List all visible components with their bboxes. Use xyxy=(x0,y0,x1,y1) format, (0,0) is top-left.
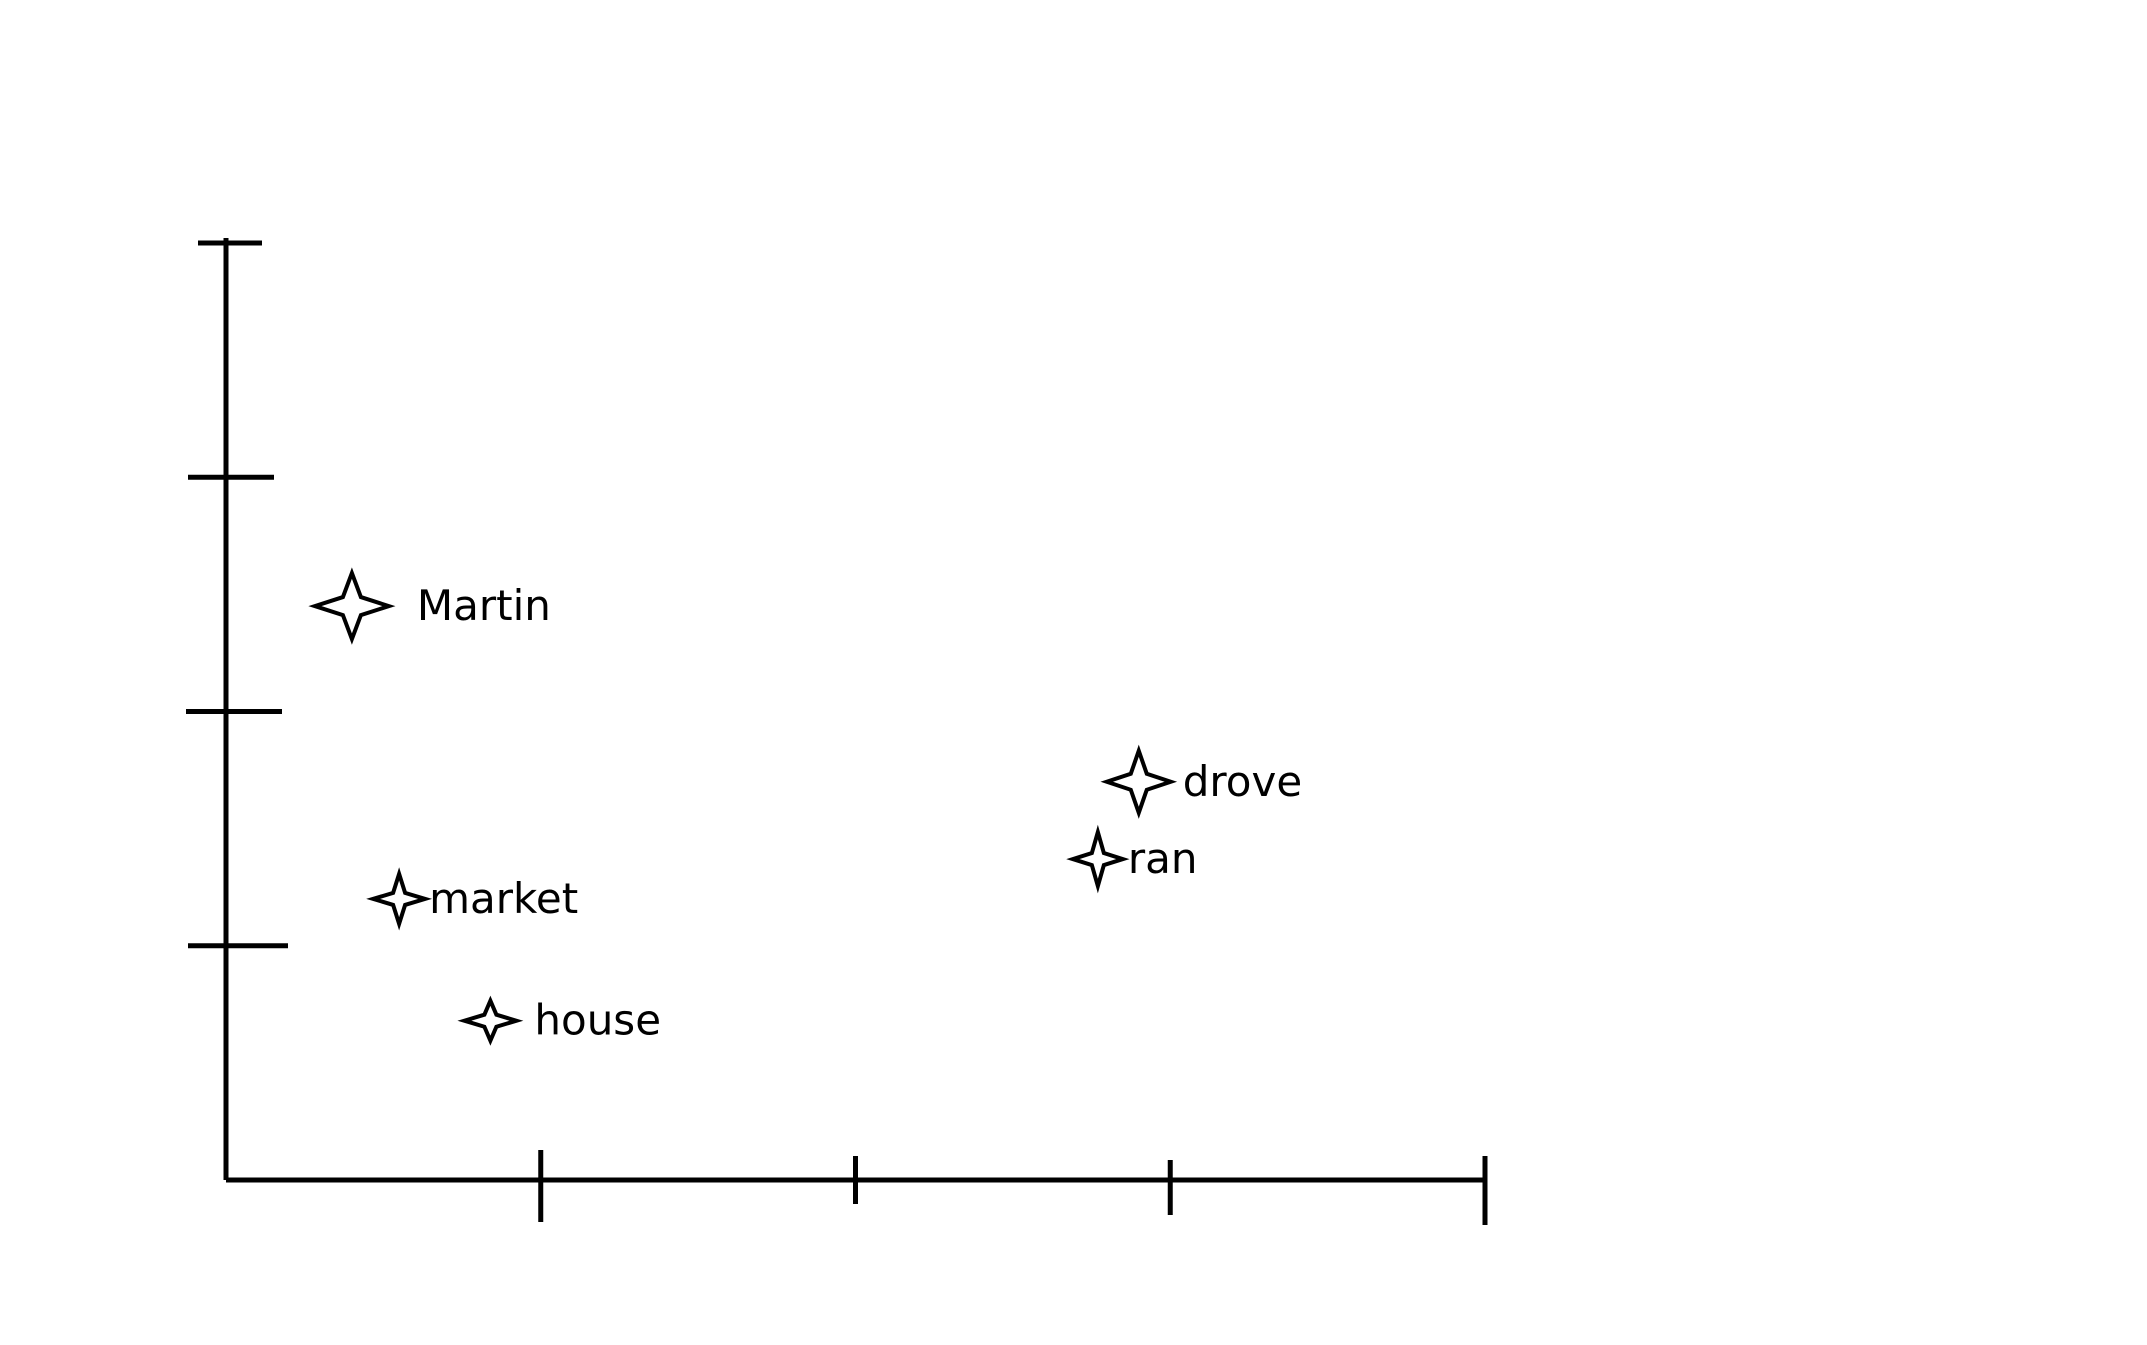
point-label-house: house xyxy=(534,996,661,1045)
axes xyxy=(186,238,1488,1225)
point-star-ran xyxy=(1066,824,1130,894)
point-label-ran: ran xyxy=(1128,834,1198,883)
point-star-market xyxy=(366,867,433,931)
point-star-house xyxy=(457,995,524,1046)
point-star-martin xyxy=(308,567,396,645)
point-star-drove xyxy=(1100,744,1178,819)
data-points: Martin drove ran market house xyxy=(308,567,1302,1046)
point-label-martin: Martin xyxy=(417,581,551,630)
point-label-drove: drove xyxy=(1183,757,1302,806)
point-label-market: market xyxy=(429,874,578,923)
